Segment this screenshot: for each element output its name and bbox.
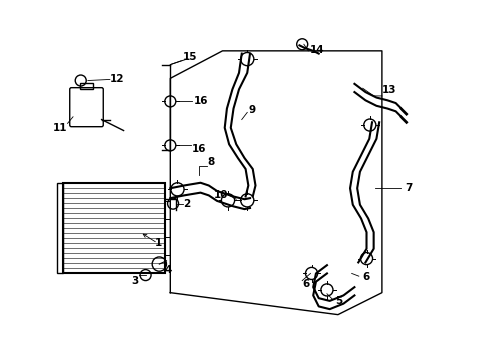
Text: 6: 6 [302, 279, 309, 289]
Text: 3: 3 [131, 275, 139, 285]
Text: 7: 7 [404, 183, 411, 193]
Text: 4: 4 [164, 265, 172, 275]
Text: 2: 2 [183, 199, 190, 209]
Text: 6: 6 [362, 272, 369, 282]
Bar [57, 183, 63, 274]
Text: 15: 15 [183, 53, 197, 62]
Text: 12: 12 [110, 75, 124, 85]
Text: 14: 14 [309, 45, 324, 55]
Text: 10: 10 [213, 190, 227, 200]
Text: 1: 1 [155, 238, 162, 248]
Text: 16: 16 [192, 144, 206, 154]
Text: 8: 8 [207, 157, 214, 167]
Text: 9: 9 [248, 105, 256, 115]
Text: 16: 16 [194, 96, 208, 107]
Bar [80, 83, 93, 89]
Bar [63, 183, 164, 274]
Text: 11: 11 [53, 123, 67, 133]
Text: 5: 5 [334, 296, 342, 306]
Text: 13: 13 [381, 85, 396, 95]
